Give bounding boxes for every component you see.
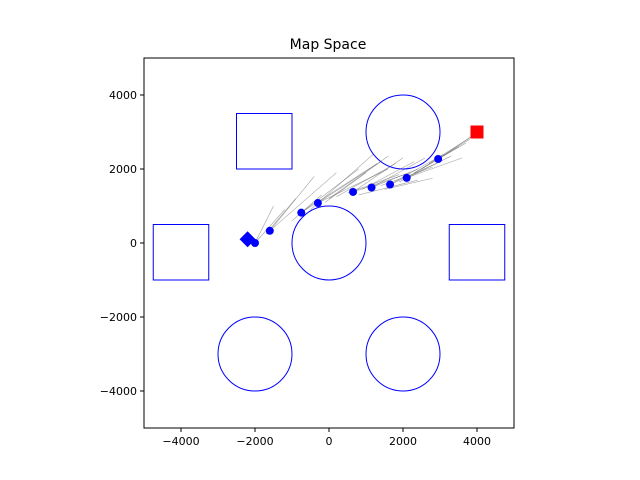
rectangle-obstacle <box>448 224 506 281</box>
x-tick-label: −2000 <box>236 435 273 448</box>
rectangle-obstacle <box>236 113 293 170</box>
y-tick-label: 2000 <box>109 163 137 176</box>
trajectory-lines <box>254 133 476 244</box>
trajectory-line <box>371 157 426 188</box>
trajectory-line <box>301 163 378 213</box>
x-tick-label: 2000 <box>389 435 417 448</box>
x-axis-ticks: −4000 −2000 0 2000 4000 <box>162 428 491 448</box>
trajectory-line <box>328 155 389 199</box>
x-tick-label: −4000 <box>162 435 199 448</box>
circle-obstacle <box>365 316 441 392</box>
path-point <box>297 208 306 217</box>
trajectory-line <box>317 168 389 204</box>
start-marker <box>239 231 256 248</box>
goal-marker <box>470 125 484 139</box>
trajectory-line <box>301 168 359 213</box>
trajectory-line <box>325 172 367 203</box>
y-tick-label: −2000 <box>100 311 137 324</box>
trajectory-line <box>437 133 476 160</box>
trajectory-line <box>254 205 274 244</box>
trajectory-line <box>269 172 337 232</box>
x-tick-label: 4000 <box>463 435 491 448</box>
trajectory-line <box>371 168 418 188</box>
path-point <box>434 155 443 164</box>
path-point <box>367 183 376 192</box>
path-point <box>386 180 395 189</box>
trajectory-line <box>310 153 374 210</box>
start-goal-markers <box>239 125 484 248</box>
path-point <box>402 173 411 182</box>
trajectory-line <box>352 157 404 193</box>
trajectory-line <box>269 176 315 231</box>
circle-obstacle <box>365 94 441 170</box>
circle-obstacle <box>291 205 367 281</box>
trajectory-line <box>317 161 381 204</box>
x-tick-label: 0 <box>326 435 333 448</box>
path-point <box>349 187 358 196</box>
rectangle-obstacle <box>152 224 210 281</box>
obstacles <box>152 94 506 392</box>
path-point <box>265 226 274 235</box>
trajectory-line <box>291 194 322 222</box>
chart-title: Map Space <box>290 37 367 53</box>
y-tick-label: 0 <box>130 237 137 250</box>
y-tick-label: −4000 <box>100 385 137 398</box>
path-point <box>313 199 322 208</box>
trajectory-line <box>336 163 396 198</box>
trajectory-line <box>406 157 463 179</box>
plot-frame <box>143 57 515 429</box>
y-tick-label: 4000 <box>109 89 137 102</box>
y-axis-ticks: −4000 −2000 0 2000 4000 <box>100 89 144 398</box>
path-points <box>251 155 443 247</box>
trajectory-line <box>254 209 285 244</box>
circle-obstacle <box>217 316 293 392</box>
